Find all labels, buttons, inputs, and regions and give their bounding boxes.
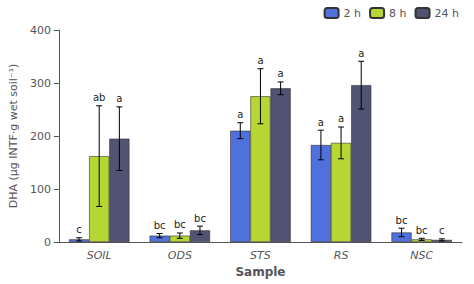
svg-text:bc: bc [396,215,408,226]
svg-text:24 h: 24 h [435,7,459,20]
svg-text:400: 400 [30,24,51,37]
svg-text:RS: RS [334,249,349,262]
svg-text:0: 0 [44,236,51,249]
svg-text:DHA (μg INTF·g wet soil⁻¹): DHA (μg INTF·g wet soil⁻¹) [7,64,20,209]
svg-text:c: c [76,224,82,235]
svg-text:bc: bc [154,220,166,231]
svg-text:a: a [278,68,284,79]
svg-text:c: c [439,225,445,236]
svg-text:100: 100 [30,183,51,196]
svg-text:STS: STS [250,249,271,262]
svg-text:a: a [338,113,344,124]
svg-text:300: 300 [30,77,51,90]
svg-text:NSC: NSC [410,249,433,262]
svg-text:Sample: Sample [235,265,285,279]
svg-text:8 h: 8 h [389,7,406,20]
svg-text:2 h: 2 h [344,7,361,20]
svg-text:bc: bc [174,219,186,230]
svg-text:bc: bc [416,225,428,236]
svg-text:a: a [257,55,263,66]
svg-text:SOIL: SOIL [87,249,112,262]
svg-text:a: a [358,48,364,59]
svg-text:ODS: ODS [168,249,192,262]
svg-text:ab: ab [93,92,105,103]
svg-text:a: a [318,117,324,128]
svg-text:bc: bc [194,213,206,224]
svg-text:a: a [237,109,243,120]
svg-text:a: a [116,93,122,104]
svg-text:200: 200 [30,130,51,143]
